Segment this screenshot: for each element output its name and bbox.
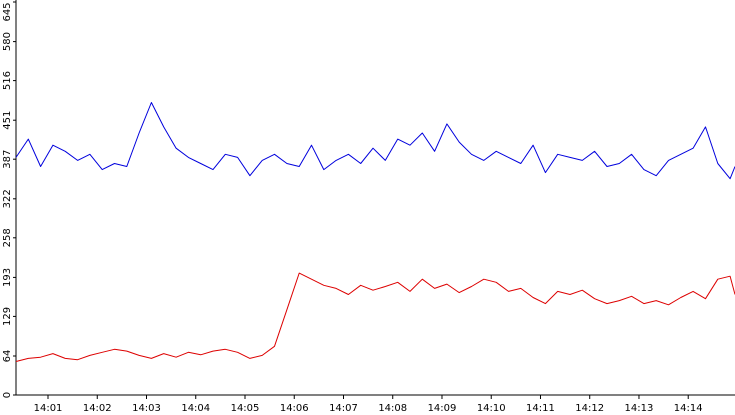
y-tick-label: 258 — [2, 228, 13, 247]
x-tick-label: 14:07 — [329, 403, 358, 414]
y-tick-label: 580 — [2, 32, 13, 51]
x-tick-label: 14:12 — [575, 403, 604, 414]
series-line-1 — [15, 102, 735, 180]
x-tick-label: 14:09 — [428, 403, 457, 414]
series-line-2 — [15, 272, 735, 362]
y-tick-label: 64 — [2, 350, 13, 363]
x-tick-label: 14:04 — [181, 403, 210, 414]
y-tick-label: 645 — [2, 2, 13, 21]
x-tick-label: 14:14 — [674, 403, 703, 414]
series-group — [15, 102, 735, 362]
x-tick-label: 14:10 — [477, 403, 506, 414]
x-tick-label: 14:05 — [231, 403, 260, 414]
x-tick-label: 14:06 — [280, 403, 309, 414]
y-tick-label: 0 — [2, 392, 13, 398]
y-tick-label: 193 — [2, 268, 13, 287]
y-tick-label: 322 — [2, 189, 13, 208]
y-tick-label: 451 — [2, 111, 13, 130]
x-tick-label: 14:01 — [34, 403, 63, 414]
x-tick-label: 14:03 — [132, 403, 161, 414]
y-tick-label: 129 — [2, 307, 13, 326]
y-tick-label: 516 — [2, 71, 13, 90]
x-axis: 14:01 14:02 14:03 14:04 14:05 14:06 14:07 14:08… — [16, 394, 735, 414]
x-tick-label: 14:08 — [378, 403, 407, 414]
y-tick-label: 387 — [2, 150, 13, 169]
x-tick-label: 14:13 — [625, 403, 654, 414]
x-tick-label: 14:02 — [83, 403, 112, 414]
x-tick-label: 14:11 — [526, 403, 555, 414]
y-axis: 0 64 129 193 258 322 387 451 516 580 645 — [2, 0, 17, 398]
